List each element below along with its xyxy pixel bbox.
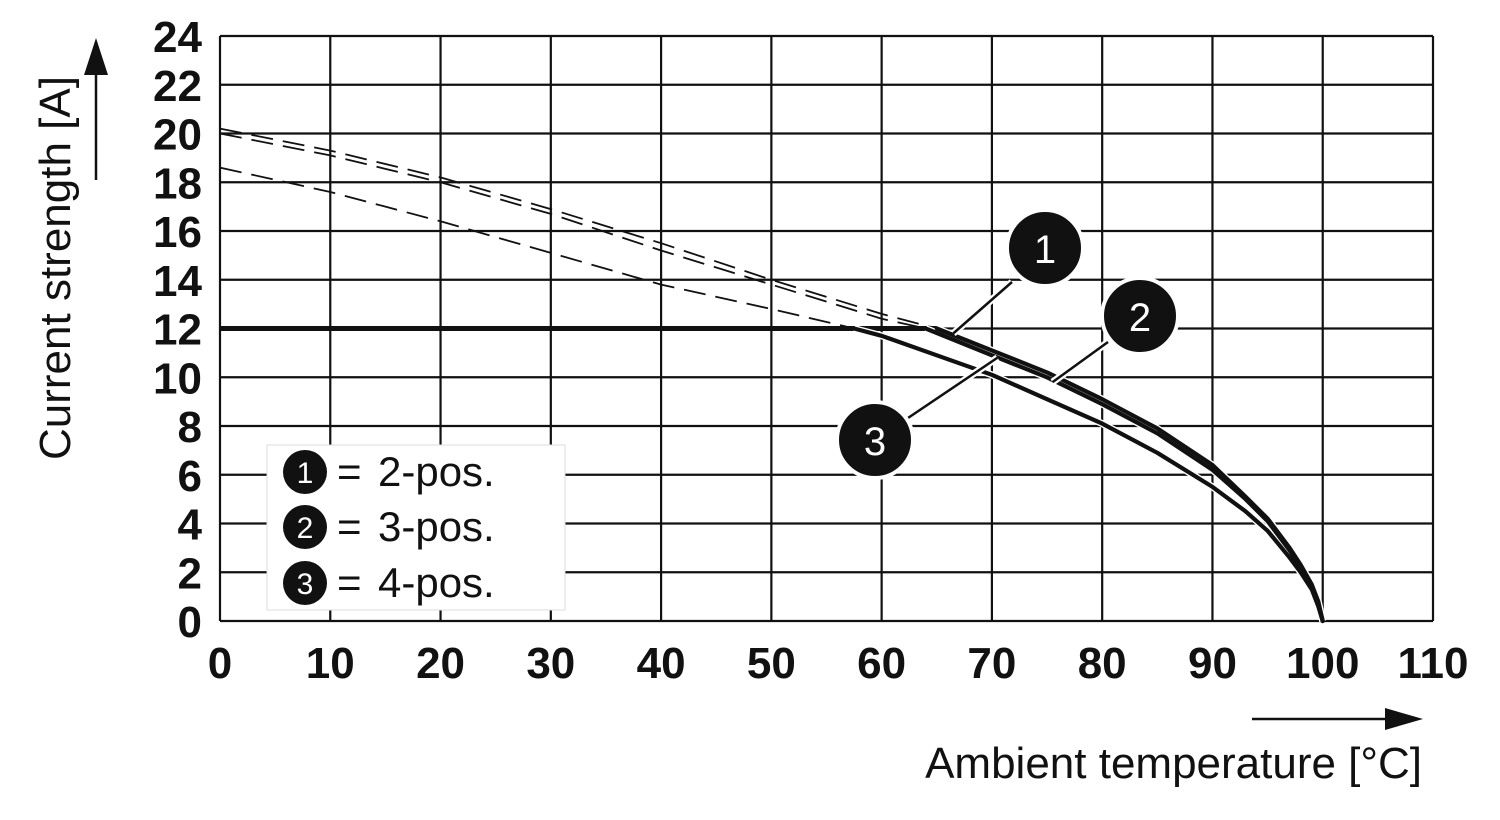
y-axis-arrow-icon [84,38,108,75]
y-tick-label: 16 [153,208,202,257]
legend-equals-3: = [337,559,362,606]
callout-leader-3-core [904,356,999,422]
y-axis-title-group: Current strength [A] [31,38,108,460]
callouts: 1 2 3 [835,208,1180,480]
series-3-solid-line [851,326,1325,624]
x-axis-title-group: Ambient temperature [°C] [925,708,1423,788]
grid [218,34,1435,623]
x-tick-label: 80 [1078,639,1127,688]
legend-badge-label-1: 1 [297,457,314,490]
y-tick-label: 6 [178,452,202,501]
y-tick-label: 14 [153,257,202,306]
callout-badge-1 [1005,208,1085,288]
x-tick-label: 20 [416,639,465,688]
legend: 1 = 2-pos. 2 = 3-pos. 3 = 4-pos. [266,444,566,611]
y-tick-label: 12 [153,306,202,355]
x-tick-label: 90 [1188,639,1237,688]
x-tick-labels: 0 10 20 30 40 50 60 70 80 90 100 110 [208,639,1469,688]
y-tick-label: 2 [178,549,202,598]
y-tick-label: 0 [178,598,202,647]
series-1-dashed-line [219,127,938,330]
series-2-dashed-line [219,132,926,330]
series-3-dashed-line [219,166,855,330]
legend-label-3: 4-pos. [378,559,495,606]
legend-badge-label-2: 2 [297,512,314,545]
callout-badge-label-2: 2 [1129,296,1151,340]
series-group [219,127,1327,624]
callout-leader-1-core [952,281,1013,335]
y-tick-label: 4 [178,501,203,550]
y-tick-label: 18 [153,159,202,208]
legend-item-3: 3 = 4-pos. [283,559,495,606]
y-tick-label: 20 [153,111,202,160]
callout-badge-3 [835,400,915,480]
callout-badge-label-1: 1 [1034,228,1056,272]
legend-label-2: 3-pos. [378,503,495,550]
callout-1: 1 [951,208,1085,337]
legend-badge-1 [283,450,327,494]
x-tick-label: 70 [967,639,1016,688]
x-tick-label: 10 [306,639,355,688]
legend-badge-2 [283,505,327,549]
x-axis-title: Ambient temperature [°C] [925,739,1422,788]
x-tick-label: 40 [637,639,686,688]
y-tick-label: 24 [153,13,202,62]
x-tick-label: 30 [526,639,575,688]
callout-leader-2-core [1051,340,1109,384]
callout-badge-label-3: 3 [864,420,886,464]
x-tick-label: 100 [1286,639,1359,688]
callout-2: 2 [1050,276,1180,385]
y-axis-title: Current strength [A] [31,76,80,460]
y-tick-label: 10 [153,354,202,403]
x-axis-arrow-icon [1385,708,1423,730]
legend-badge-3 [283,561,327,605]
x-tick-label: 50 [747,639,796,688]
legend-item-1: 1 = 2-pos. [283,448,495,495]
x-tick-label: 0 [208,639,232,688]
legend-badge-label-3: 3 [297,568,314,601]
x-tick-label: 60 [857,639,906,688]
callout-badge-2 [1100,276,1180,356]
legend-item-2: 2 = 3-pos. [283,503,495,550]
y-tick-label: 22 [153,62,202,111]
x-tick-label: 110 [1398,639,1469,688]
callout-3: 3 [835,354,1000,480]
legend-equals-2: = [337,503,362,550]
legend-equals-1: = [337,448,362,495]
legend-label-1: 2-pos. [378,448,495,495]
y-tick-label: 8 [178,403,202,452]
